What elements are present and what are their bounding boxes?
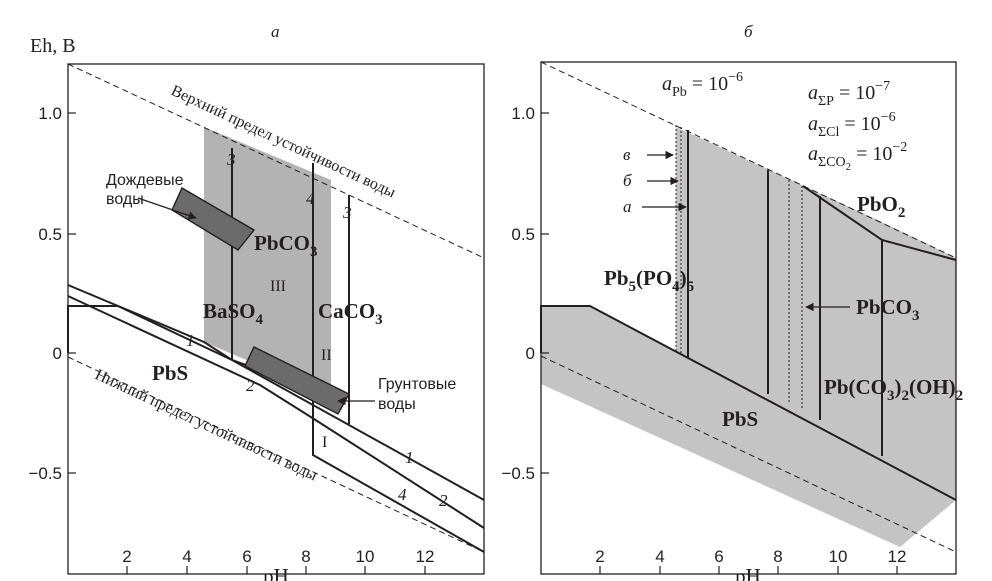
panel-a-ylabel: Eh, В	[30, 35, 76, 57]
curve-label-3b: 3	[342, 203, 352, 222]
a-xtick-6: 6	[242, 547, 251, 566]
activity-pb: aPb = 10−6	[662, 70, 743, 100]
activity-cl: aΣCl = 10−6	[808, 110, 896, 140]
panel-a-letter: а	[271, 22, 280, 41]
panel-b-letter: б	[744, 22, 753, 41]
panel-b-frame	[540, 61, 957, 575]
line-letter-a: а	[623, 197, 632, 216]
ground-water-band	[244, 346, 350, 415]
b-xtick-2: 2	[595, 547, 604, 566]
a-xtick-4: 4	[182, 547, 191, 566]
b-phase-pbo2: PbO2	[857, 192, 905, 221]
region-ii: II	[321, 347, 332, 364]
b-ytick-05: 0.5	[511, 225, 535, 244]
curve-label-2: 2	[246, 376, 255, 395]
b-upper-water-limit	[540, 61, 957, 259]
lower-water-limit	[67, 356, 485, 553]
a-phase-baso4: BaSO4	[203, 299, 264, 328]
ground-label-1: Грунтовые	[378, 376, 456, 393]
b-phase-pyromorphite: Pb5(PO4)5	[604, 266, 694, 295]
curve-2	[67, 295, 485, 529]
panel-a-frame	[67, 63, 485, 575]
b-ytick-m05: −0.5	[501, 464, 535, 483]
rain-label-1: Дождевые	[106, 172, 184, 189]
a-ytick-1: 1.0	[38, 104, 62, 123]
upper-water-limit	[67, 63, 485, 259]
panel-b-ticks	[541, 112, 898, 574]
b-ytick-0: 0	[526, 344, 535, 363]
b-xlabel: pH	[735, 564, 761, 581]
a-phase-pbs: PbS	[152, 361, 188, 385]
a-ytick-0: 0	[53, 344, 62, 363]
a-xlabel: pH	[263, 564, 289, 581]
region-i: I	[322, 434, 327, 451]
b-lower-water-limit	[540, 355, 957, 553]
curve-label-4b: 4	[398, 485, 407, 504]
a-xtick-12: 12	[416, 547, 435, 566]
b-xtick-10: 10	[829, 547, 848, 566]
activity-p: aΣP = 10−7	[808, 79, 890, 109]
rain-water-band	[171, 187, 256, 251]
a-xtick-8: 8	[301, 547, 310, 566]
curve-4	[312, 163, 485, 553]
b-phase-pbco3: PbCO3	[856, 295, 920, 324]
curve-label-4a: 4	[306, 189, 315, 208]
activity-co2: aΣCO2 = 10−2	[808, 140, 907, 173]
region-iii: III	[270, 278, 286, 295]
rain-arrow	[137, 197, 197, 220]
b-xtick-4: 4	[655, 547, 664, 566]
line-letter-v: в	[623, 145, 631, 164]
rain-label-2: воды	[106, 191, 144, 208]
b-xtick-6: 6	[714, 547, 723, 566]
b-xtick-8: 8	[773, 547, 782, 566]
a-ytick-05: 0.5	[38, 225, 62, 244]
panel-b: б	[501, 22, 963, 581]
panel-a: а Eh, В	[28, 22, 485, 581]
curve-label-1a: 1	[186, 331, 195, 350]
b-phase-hydrocerussite: Pb(CO3)2(OH)2	[824, 375, 963, 404]
curve-label-1b: 1	[405, 448, 414, 467]
a-xtick-2: 2	[122, 547, 131, 566]
a-phase-pbco3: PbCO3	[254, 231, 318, 260]
a-xtick-10: 10	[356, 547, 375, 566]
ground-label-2: воды	[378, 396, 416, 413]
panel-a-ticks	[68, 112, 426, 574]
b-xtick-12: 12	[888, 547, 907, 566]
b-phase-pbs: PbS	[722, 407, 758, 431]
a-phase-caco3: CaCO3	[318, 299, 383, 328]
b-ytick-1: 1.0	[511, 104, 535, 123]
a-ytick-m05: −0.5	[28, 464, 62, 483]
curve-label-3a: 3	[226, 150, 236, 169]
line-letter-b: б	[623, 171, 632, 190]
shaded-phase-fields	[541, 127, 956, 547]
shaded-stability-field	[204, 127, 331, 396]
curve-label-2b: 2	[439, 491, 448, 510]
